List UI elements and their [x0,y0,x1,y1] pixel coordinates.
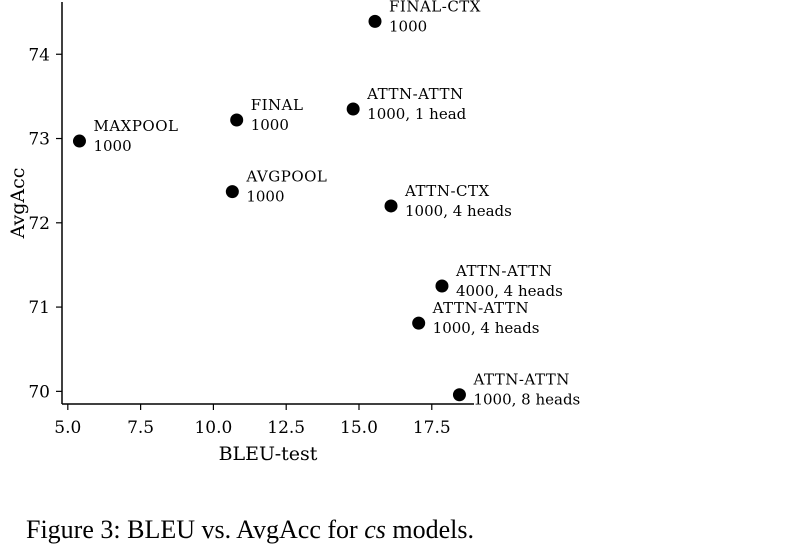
y-tick-label: 71 [28,298,50,318]
y-tick-label: 72 [28,214,50,234]
point-sublabel: 1000, 4 heads [405,202,512,220]
point-label: ATTN-ATTN [366,85,463,103]
x-tick-label: 7.5 [127,418,154,438]
data-point [230,113,244,127]
data-point [225,185,239,199]
points-layer: MAXPOOL 1000 FINAL 1000 AVGPOOL 1000 FINAL-CTX… [72,0,580,409]
data-point [346,102,360,116]
data-point [435,279,449,293]
x-tick-label: 5.0 [54,418,81,438]
x-tick-label: 15.0 [340,418,378,438]
x-tick-label: 17.5 [413,418,451,438]
data-point [452,388,466,402]
point-label: ATTN-ATTN [455,262,552,280]
point-sublabel: 1000 [389,17,427,35]
point-sublabel: 1000 [246,188,284,206]
caption-emphasis: cs [364,515,386,544]
point-label: ATTN-ATTN [432,299,529,317]
point-label: MAXPOOL [93,117,178,135]
y-tick-label: 70 [28,382,50,402]
point-sublabel: 1000, 8 heads [473,391,580,409]
point-label: FINAL [251,96,304,114]
x-axis-label: BLEU-test [219,443,318,465]
data-point [368,14,382,28]
point-sublabel: 1000 [251,116,289,134]
data-point [384,199,398,213]
point-sublabel: 1000 [93,137,131,155]
point-label: AVGPOOL [245,168,327,186]
point-sublabel: 1000, 4 heads [433,319,540,337]
data-point [412,316,426,330]
point-label: ATTN-CTX [404,182,490,200]
point-label: ATTN-ATTN [472,371,569,389]
scatter-chart: 5.0 7.5 10.0 12.5 15.0 17.5 70 71 72 73 74 MAXPOOL… [7,0,580,465]
point-sublabel: 4000, 4 heads [456,282,563,300]
x-tick-label: 10.0 [194,418,232,438]
caption-suffix: models. [385,515,474,544]
point-sublabel: 1000, 1 head [367,105,467,123]
y-tick-label: 74 [28,45,50,65]
figure-caption: Figure 3: BLEU vs. AvgAcc for cs models. [26,514,474,546]
axes: 5.0 7.5 10.0 12.5 15.0 17.5 70 71 72 73 74 [28,2,474,438]
y-tick-label: 73 [28,130,50,150]
point-label: FINAL-CTX [389,0,481,15]
y-axis-label: AvgAcc [7,168,29,240]
x-tick-label: 12.5 [267,418,305,438]
caption-prefix: Figure 3: BLEU vs. AvgAcc for [26,515,365,544]
data-point [72,134,86,148]
